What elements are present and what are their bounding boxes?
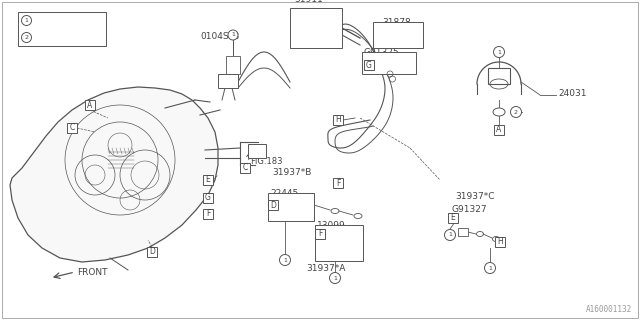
Text: 31911: 31911	[294, 0, 323, 4]
FancyBboxPatch shape	[448, 213, 458, 223]
FancyBboxPatch shape	[268, 200, 278, 210]
Text: FRONT: FRONT	[77, 268, 108, 277]
Text: 1: 1	[24, 18, 28, 23]
Text: 31878: 31878	[382, 18, 411, 27]
Text: F: F	[336, 179, 340, 188]
FancyBboxPatch shape	[364, 60, 374, 70]
Text: A: A	[497, 125, 502, 134]
Bar	[290, 8, 342, 48]
FancyBboxPatch shape	[147, 247, 157, 257]
Text: 0104S*A: 0104S*A	[39, 14, 76, 23]
Text: F: F	[206, 210, 210, 219]
Circle shape	[445, 229, 456, 241]
FancyBboxPatch shape	[240, 163, 250, 173]
Circle shape	[484, 262, 495, 274]
Text: 1: 1	[231, 33, 235, 37]
Text: 22445: 22445	[270, 189, 298, 198]
Text: H: H	[497, 237, 503, 246]
Bar	[488, 68, 510, 84]
Circle shape	[22, 15, 31, 26]
Text: D: D	[270, 201, 276, 210]
Circle shape	[330, 273, 340, 284]
Text: 13099: 13099	[317, 221, 346, 230]
Circle shape	[493, 46, 504, 58]
Circle shape	[22, 33, 31, 43]
FancyBboxPatch shape	[203, 175, 213, 185]
Text: E: E	[451, 213, 456, 222]
Bar	[373, 22, 423, 48]
Text: G: G	[366, 60, 372, 69]
Text: C: C	[69, 124, 75, 132]
Bar	[315, 225, 363, 261]
Text: C: C	[243, 164, 248, 172]
Text: 1: 1	[488, 266, 492, 270]
Bar	[458, 228, 468, 236]
Text: 1: 1	[333, 276, 337, 281]
Text: FIG.183: FIG.183	[250, 157, 282, 166]
Text: A160001132: A160001132	[586, 305, 632, 314]
Text: G91327: G91327	[452, 205, 488, 214]
Text: 31937*C: 31937*C	[455, 192, 495, 201]
Text: A: A	[88, 100, 93, 109]
Polygon shape	[10, 87, 218, 262]
Text: E: E	[205, 175, 211, 185]
FancyBboxPatch shape	[203, 209, 213, 219]
Circle shape	[511, 107, 522, 117]
Text: G92110: G92110	[39, 31, 72, 40]
Text: H: H	[335, 116, 341, 124]
Bar	[226, 56, 240, 74]
Bar	[18, 12, 106, 46]
Bar	[362, 52, 416, 74]
FancyBboxPatch shape	[315, 229, 325, 239]
FancyBboxPatch shape	[494, 125, 504, 135]
Bar	[218, 74, 238, 88]
Text: G: G	[205, 194, 211, 203]
Text: 31937*B: 31937*B	[272, 168, 312, 177]
FancyBboxPatch shape	[85, 100, 95, 110]
Text: 1: 1	[497, 50, 501, 54]
Bar	[248, 144, 266, 158]
Text: 0104S*B: 0104S*B	[200, 32, 239, 41]
FancyBboxPatch shape	[495, 237, 505, 247]
Text: 31937*A: 31937*A	[306, 264, 346, 273]
Text: 24031: 24031	[558, 89, 586, 98]
Text: 2: 2	[514, 109, 518, 115]
FancyBboxPatch shape	[333, 115, 343, 125]
Bar	[268, 193, 314, 221]
Text: G91325: G91325	[364, 48, 399, 57]
Text: 1: 1	[448, 233, 452, 237]
FancyBboxPatch shape	[203, 193, 213, 203]
Circle shape	[228, 30, 238, 40]
Text: 2: 2	[24, 35, 29, 40]
Text: D: D	[149, 247, 155, 257]
Circle shape	[280, 254, 291, 266]
Text: F: F	[318, 229, 322, 238]
FancyBboxPatch shape	[333, 178, 343, 188]
Text: 1: 1	[283, 258, 287, 262]
FancyBboxPatch shape	[67, 123, 77, 133]
